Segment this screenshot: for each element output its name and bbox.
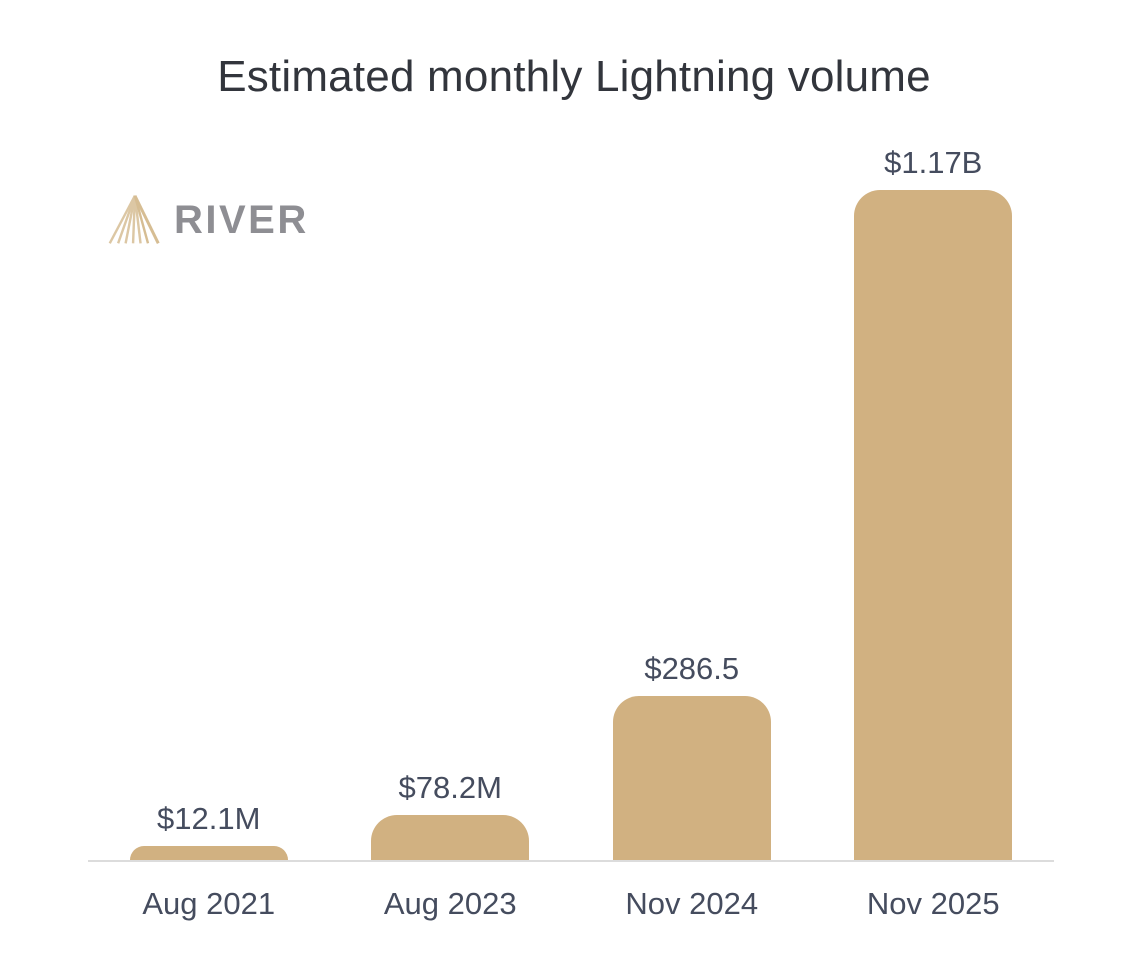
bar (612, 695, 771, 860)
x-axis-tick-label: Aug 2021 (142, 886, 276, 921)
bar-value-label: $78.2M (398, 770, 502, 806)
bar (371, 815, 530, 860)
chart-title: Estimated monthly Lightning volume (217, 52, 931, 101)
bar (854, 190, 1013, 860)
x-axis-tick-label: Aug 2023 (383, 886, 517, 921)
bar-value-label: $286.5 (644, 650, 740, 686)
chart-canvas: Estimated monthly Lightning volume RIVER… (88, 52, 1054, 922)
bar-value-label: $1.17B (884, 145, 983, 180)
x-axis-labels: Aug 2021 Aug 2023 Nov 2024 Nov 2025 (88, 886, 1054, 922)
river-logo: RIVER (106, 190, 309, 250)
bar-value-label: $12.1M (157, 801, 261, 836)
river-wordmark: RIVER (174, 197, 309, 242)
bar-slot: $78.2M (330, 770, 572, 860)
x-axis-tick-label: Nov 2025 (866, 886, 1000, 921)
bar (129, 846, 288, 860)
plot-area: $12.1M $78.2M $286.5 $1.17B (88, 142, 1054, 862)
river-peak-icon (108, 195, 160, 244)
bar-chart: $12.1M $78.2M $286.5 $1.17B Aug 2021 Aug 202… (88, 142, 1054, 922)
bar-slot: $1.17B (813, 145, 1055, 860)
x-axis-tick-label: Nov 2024 (625, 886, 759, 921)
bar-slot: $12.1M (88, 801, 330, 860)
bar-slot: $286.5 (571, 651, 813, 860)
